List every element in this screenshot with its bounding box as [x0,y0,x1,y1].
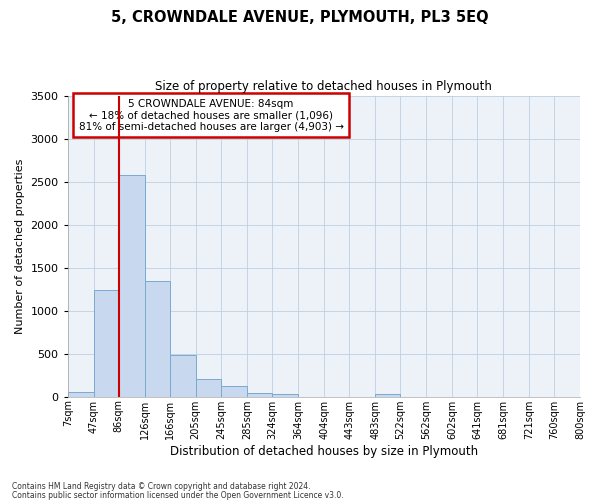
Text: Contains public sector information licensed under the Open Government Licence v3: Contains public sector information licen… [12,490,344,500]
Y-axis label: Number of detached properties: Number of detached properties [15,158,25,334]
Text: Contains HM Land Registry data © Crown copyright and database right 2024.: Contains HM Land Registry data © Crown c… [12,482,311,491]
X-axis label: Distribution of detached houses by size in Plymouth: Distribution of detached houses by size … [170,444,478,458]
Bar [196,380,221,396]
Title: Size of property relative to detached houses in Plymouth: Size of property relative to detached ho… [155,80,492,93]
Bar [375,394,400,396]
Bar [94,290,119,397]
Bar [221,386,247,396]
Text: 5 CROWNDALE AVENUE: 84sqm
← 18% of detached houses are smaller (1,096)
81% of se: 5 CROWNDALE AVENUE: 84sqm ← 18% of detac… [79,98,344,132]
Bar [145,280,170,396]
Bar [272,394,298,396]
Bar [68,392,94,396]
Text: 5, CROWNDALE AVENUE, PLYMOUTH, PL3 5EQ: 5, CROWNDALE AVENUE, PLYMOUTH, PL3 5EQ [111,10,489,25]
Bar [170,354,196,397]
Bar [119,174,145,396]
Bar [247,393,272,396]
